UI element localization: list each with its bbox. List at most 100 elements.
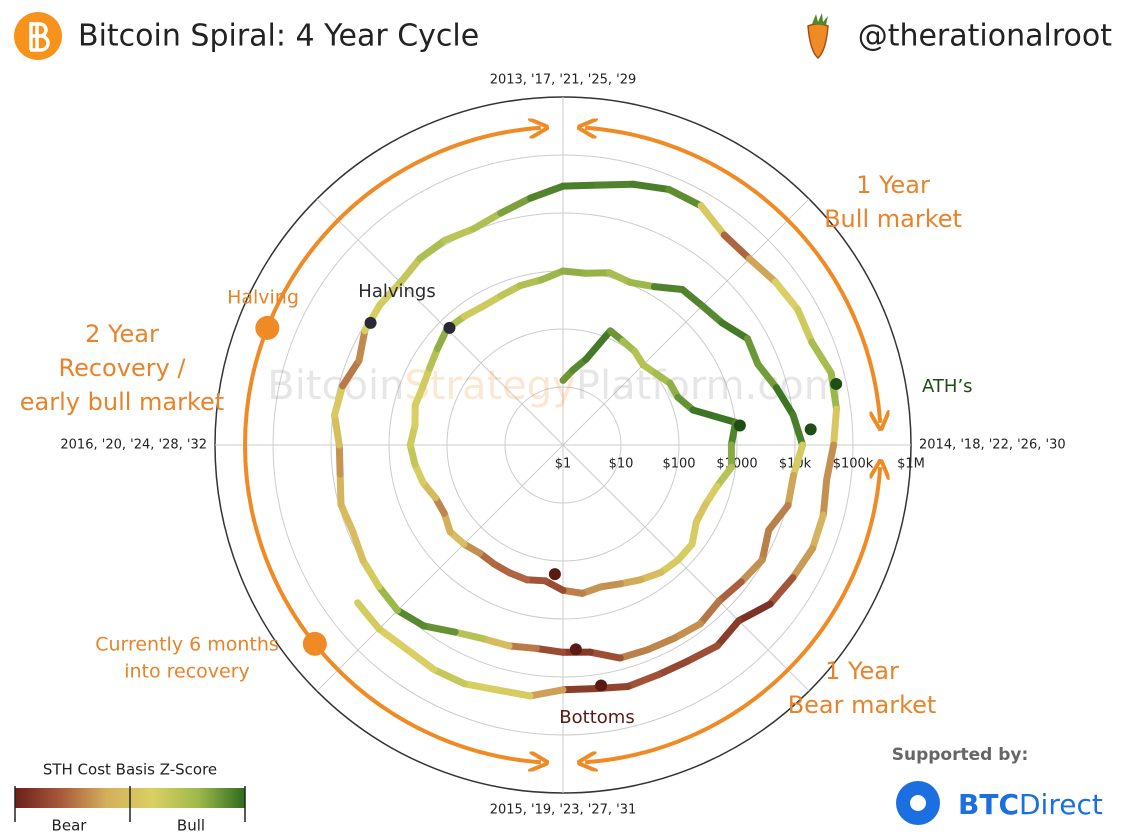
spiral-segment <box>654 657 692 679</box>
spiral-segment <box>527 182 567 202</box>
spiral-segment <box>688 518 700 548</box>
spiral-segment <box>586 648 624 662</box>
spiral-segment <box>559 267 590 277</box>
spiral-segment <box>349 528 367 564</box>
grid-spoke-minor <box>316 444 564 692</box>
spiral-segment <box>451 628 487 643</box>
phase-label: early bull market <box>20 388 224 416</box>
phase-label: Bear market <box>788 691 937 719</box>
marker-label: Halving <box>227 287 299 309</box>
spiral-segment <box>460 680 501 694</box>
brand-icon-hole <box>910 795 926 811</box>
spiral-segment <box>698 302 726 327</box>
grid-spoke-minor <box>316 198 564 446</box>
spiral-segment <box>737 556 766 586</box>
event-label: Bottoms <box>559 707 634 728</box>
colorbar-title: STH Cost Basis Z-Score <box>43 761 217 779</box>
supported-by: Supported by: <box>892 745 1029 765</box>
spiral-segment <box>696 597 723 628</box>
spiral-segment <box>526 686 567 700</box>
spiral-segment <box>532 644 567 656</box>
spiral-segment <box>823 441 838 484</box>
spiral-segment <box>629 180 673 193</box>
legend: STH Cost Basis Z-Score Bear Bull <box>14 761 246 835</box>
spiral-segment <box>336 470 345 509</box>
spiral-segment <box>713 617 743 650</box>
spiral-segment <box>657 556 682 576</box>
spiral-segment <box>582 327 614 363</box>
phase-label: 1 Year <box>825 657 899 685</box>
spiral-segment <box>593 180 637 189</box>
spiral-segment <box>794 306 816 346</box>
y-tick-label: $1M <box>897 457 925 472</box>
colorbar-dividers <box>14 786 246 822</box>
brand-part: Direct <box>1019 788 1103 821</box>
spiral-segment <box>420 622 459 636</box>
spiral-segment <box>665 185 705 210</box>
event-point <box>569 643 582 656</box>
spiral-segment <box>830 405 840 449</box>
spiral-segment <box>605 269 634 286</box>
spiral-segment <box>689 406 740 426</box>
cycle-arcs <box>243 128 880 762</box>
y-tick-label: $10 <box>609 457 634 472</box>
spiral-segment <box>758 526 773 564</box>
spiral-segment <box>670 620 704 642</box>
spiral-segment <box>375 625 410 653</box>
colorbar-label: Bear <box>52 817 88 835</box>
spiral-segment <box>745 255 779 286</box>
spiral-segment <box>809 511 827 552</box>
event-point <box>364 316 377 329</box>
x-tick-label: 2016, '20, '24, '28, '32 <box>60 438 207 453</box>
x-tick-label: 2013, '17, '21, '25, '29 <box>490 73 637 88</box>
phase-label: Bull market <box>824 205 962 233</box>
event-point <box>733 419 746 432</box>
cycle-arc <box>585 128 880 423</box>
x-tick-label: 2014, '18, '22, '26, '30 <box>919 438 1066 453</box>
spiral-segment <box>394 606 428 630</box>
spiral-segment <box>624 671 662 691</box>
spiral-segment <box>396 255 424 286</box>
spiral-segment <box>359 556 383 590</box>
spiral-segment <box>789 411 807 449</box>
spiral-segment <box>441 225 477 244</box>
spiral-segment <box>784 471 798 509</box>
spiral-segment <box>674 540 696 564</box>
marker-label: into recovery <box>124 661 250 683</box>
spiral-segment <box>493 686 534 700</box>
event-label: ATH’s <box>922 376 973 397</box>
plot: Halvings ATH’s Bottoms 1 Year Bull market 1 Y… <box>20 171 973 728</box>
spiral-segment <box>460 302 487 320</box>
event-point <box>830 377 843 390</box>
spiral-segment <box>626 278 658 291</box>
spiral-segment <box>559 181 601 190</box>
handle: @therationalroot <box>858 19 1113 54</box>
spiral-segment <box>376 278 404 308</box>
spiral-segment <box>497 282 524 300</box>
cycle-arc <box>243 128 541 762</box>
spiral-segment <box>582 269 613 277</box>
y-tick-label: $100 <box>662 457 695 472</box>
phase-label: Recovery / <box>59 354 187 382</box>
spiral-segment <box>808 338 835 377</box>
spiral-segment <box>684 642 721 665</box>
event-label: Halvings <box>358 281 435 302</box>
spiral-segment <box>479 292 505 310</box>
spiral-segment <box>789 544 817 582</box>
spiral-segment <box>765 501 792 534</box>
carrot-icon <box>807 23 829 59</box>
phase-label: 1 Year <box>856 171 930 199</box>
spiral-segment <box>337 501 357 536</box>
spiral-segment <box>331 382 347 419</box>
marker-label: Currently 6 months <box>95 634 279 656</box>
spiral-segment <box>650 283 686 294</box>
spiral-segment <box>718 319 752 343</box>
brand: BTCDirect <box>958 788 1103 821</box>
spiral-segment <box>497 194 535 217</box>
spiral-segment <box>644 634 678 654</box>
spiral-segment <box>766 574 797 608</box>
spiral-segment <box>713 463 735 490</box>
spiral-segment <box>702 482 721 508</box>
bitcoin-symbol <box>29 22 50 52</box>
brand-part: BTC <box>958 788 1019 821</box>
